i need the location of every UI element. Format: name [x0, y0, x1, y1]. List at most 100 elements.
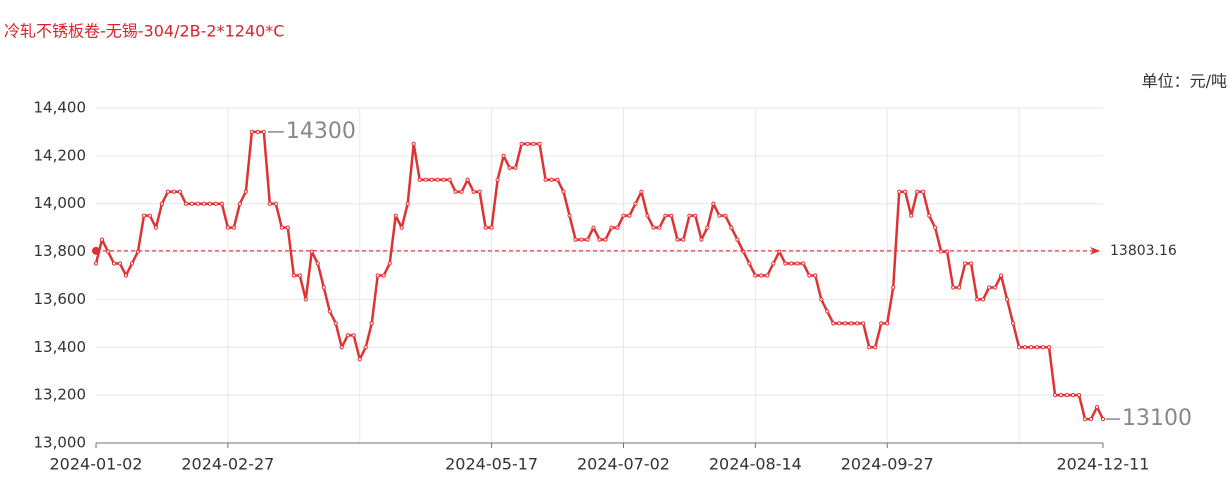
point — [555, 177, 560, 182]
point — [213, 201, 218, 206]
point — [675, 237, 680, 242]
point — [381, 273, 386, 278]
point — [333, 321, 338, 326]
point — [615, 225, 620, 230]
point — [831, 321, 836, 326]
point — [1010, 321, 1016, 326]
point — [1100, 416, 1106, 422]
point — [609, 225, 614, 230]
point — [1058, 393, 1064, 398]
point — [651, 225, 656, 230]
point — [873, 345, 878, 350]
point — [153, 225, 159, 230]
point — [303, 297, 308, 302]
point — [327, 309, 332, 314]
y-tick-label: 13,000 — [34, 434, 87, 452]
point — [891, 285, 896, 290]
point — [543, 177, 548, 182]
y-tick-label: 14,200 — [34, 146, 87, 164]
x-tick-label: 2024-08-14 — [709, 455, 802, 474]
point — [849, 321, 854, 326]
point — [393, 213, 398, 218]
point — [261, 129, 266, 135]
point — [807, 273, 812, 278]
point — [801, 261, 806, 266]
point — [981, 297, 986, 302]
point — [963, 261, 968, 266]
point — [105, 249, 111, 254]
point — [669, 213, 674, 218]
point — [195, 201, 200, 206]
point — [957, 285, 962, 290]
point — [855, 321, 860, 326]
point — [819, 297, 824, 302]
point — [903, 189, 908, 194]
point — [711, 201, 716, 206]
point — [633, 201, 638, 206]
point — [921, 189, 926, 194]
point — [1094, 405, 1100, 410]
point — [837, 321, 842, 326]
point — [345, 333, 350, 338]
point — [99, 237, 105, 242]
point — [657, 225, 662, 230]
point — [339, 345, 344, 350]
point — [357, 357, 362, 362]
point — [933, 225, 938, 230]
point — [999, 273, 1004, 278]
point — [93, 261, 99, 266]
point — [585, 237, 590, 242]
point — [219, 201, 224, 206]
point — [495, 177, 500, 182]
x-tick-label: 2024-09-27 — [841, 455, 934, 474]
point — [411, 141, 416, 146]
point — [885, 321, 890, 326]
point — [567, 213, 572, 218]
point — [765, 273, 770, 278]
point — [1076, 393, 1082, 398]
point — [207, 201, 212, 206]
point — [237, 201, 242, 206]
point — [231, 225, 236, 230]
point — [1088, 416, 1094, 422]
point — [375, 273, 380, 278]
point — [1070, 393, 1076, 398]
point — [441, 177, 446, 182]
point — [249, 129, 254, 135]
point — [627, 213, 632, 218]
point — [789, 261, 794, 266]
x-tick-label: 2024-01-02 — [50, 455, 143, 474]
point — [645, 213, 650, 218]
point — [435, 177, 440, 182]
y-tick-label: 13,600 — [34, 290, 87, 308]
y-tick-label: 13,400 — [34, 338, 87, 356]
point — [717, 213, 722, 218]
point — [1040, 345, 1046, 350]
point — [783, 261, 788, 266]
point — [477, 189, 482, 194]
point — [1022, 345, 1028, 350]
point — [795, 261, 800, 266]
point — [141, 213, 147, 218]
x-tick-label: 2024-12-11 — [1057, 455, 1150, 474]
point — [369, 321, 374, 326]
point — [879, 321, 884, 326]
point — [735, 237, 740, 242]
point — [573, 237, 578, 242]
point — [159, 201, 165, 206]
point — [579, 237, 584, 242]
point — [525, 141, 530, 146]
point — [183, 201, 189, 206]
max-label: 14300 — [286, 119, 356, 144]
point — [639, 189, 644, 194]
point — [753, 273, 758, 278]
point — [969, 261, 974, 266]
point — [1082, 416, 1088, 422]
point — [825, 309, 830, 314]
point — [597, 237, 602, 242]
y-tick-label: 14,000 — [34, 194, 87, 212]
point — [489, 225, 494, 230]
point — [867, 345, 872, 350]
point — [507, 165, 512, 170]
